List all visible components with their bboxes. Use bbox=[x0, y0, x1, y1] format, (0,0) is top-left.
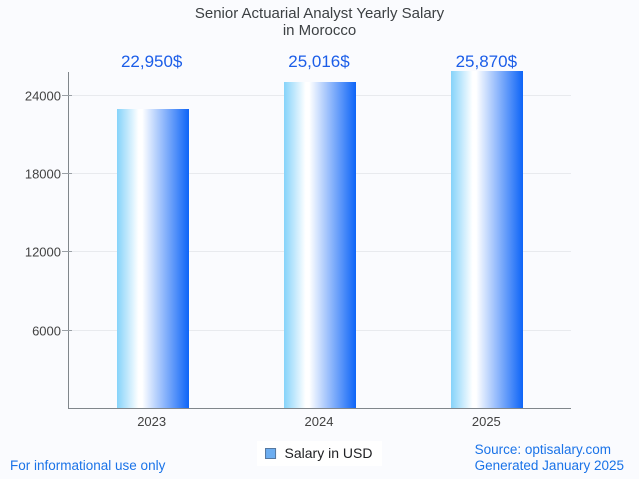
bar-2023 bbox=[116, 108, 189, 408]
y-axis-label-12000: 12000 bbox=[24, 244, 61, 260]
y-axis-label-24000: 24000 bbox=[24, 88, 61, 104]
x-axis-label-2025: 2025 bbox=[471, 414, 501, 429]
value-label-2024: 25,016$ bbox=[288, 52, 350, 71]
y-axis-label-6000: 6000 bbox=[32, 323, 61, 339]
legend: Salary in USD bbox=[256, 441, 383, 466]
legend-swatch-icon bbox=[264, 447, 276, 459]
bars-group bbox=[69, 70, 571, 408]
disclaimer-note: For informational use only bbox=[10, 458, 166, 473]
legend-label: Salary in USD bbox=[284, 445, 373, 461]
value-label-2023: 22,950$ bbox=[120, 52, 183, 71]
value-labels-row: 22,950$ 25,016$ 25,870$ bbox=[68, 52, 570, 72]
bar-2025 bbox=[451, 70, 524, 408]
y-axis-tick bbox=[62, 329, 72, 331]
y-axis-tick bbox=[62, 251, 72, 253]
chart-title: Senior Actuarial Analyst Yearly Salary i… bbox=[0, 5, 639, 39]
y-axis-tick bbox=[62, 173, 72, 175]
generated-date: Generated January 2025 bbox=[474, 458, 624, 473]
source-block: Source: optisalary.com Generated January… bbox=[475, 442, 624, 474]
y-axis-label-18000: 18000 bbox=[24, 166, 61, 182]
x-axis-labels: 2023 2024 2025 bbox=[68, 414, 570, 429]
bar-2024 bbox=[283, 81, 356, 408]
source-link[interactable]: Source: optisalary.com bbox=[474, 442, 611, 457]
y-axis-tick bbox=[62, 94, 72, 96]
value-label-2025: 25,870$ bbox=[455, 52, 518, 71]
chart-title-line2: in Morocco bbox=[282, 22, 357, 39]
plot-area: 24000 18000 12000 6000 bbox=[25, 70, 571, 409]
x-axis-label-2024: 2024 bbox=[304, 414, 334, 429]
chart-title-line1: Senior Actuarial Analyst Yearly Salary bbox=[194, 5, 445, 22]
x-axis-label-2023: 2023 bbox=[137, 414, 167, 429]
